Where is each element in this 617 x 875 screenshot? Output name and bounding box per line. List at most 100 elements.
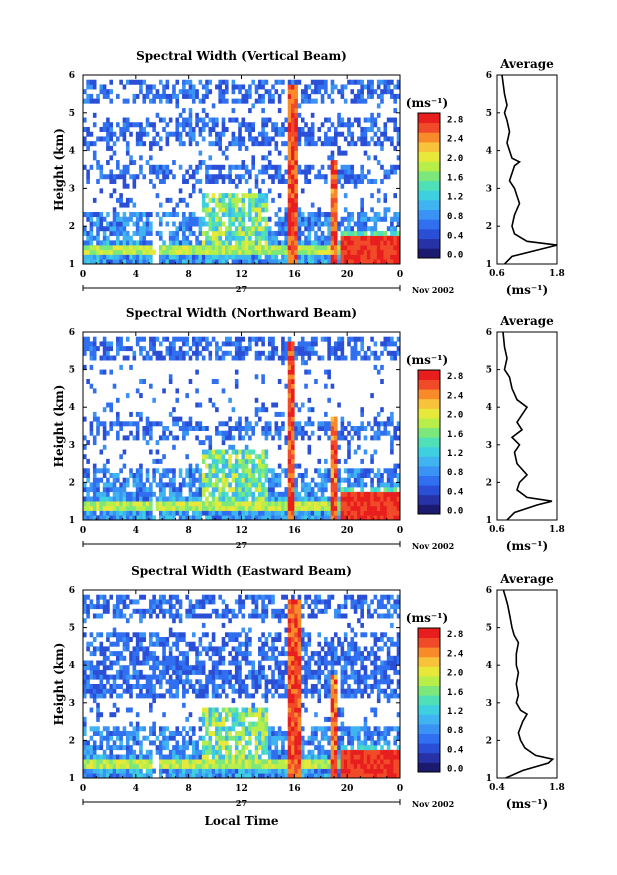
heatmap-cell (327, 336, 331, 342)
heatmap-cell (291, 108, 295, 114)
heatmap-cell (172, 496, 176, 502)
heatmap-cell (327, 230, 331, 236)
heatmap-cell (370, 207, 374, 213)
heatmap-cell (109, 515, 114, 521)
heatmap-cell (324, 482, 328, 488)
heatmap-cell (343, 84, 348, 90)
heatmap-cell (294, 430, 298, 436)
heatmap-cell (218, 721, 222, 727)
heatmap-cell (241, 164, 246, 170)
heatmap-cell (366, 117, 371, 123)
heatmap-cell (182, 651, 186, 657)
heatmap-cell (201, 505, 206, 511)
heatmap-cell (393, 122, 397, 128)
heatmap-cell (145, 773, 150, 779)
heatmap-cell (347, 421, 351, 427)
heatmap-cell (218, 254, 222, 260)
heatmap-cell (224, 230, 229, 236)
heatmap-cell (248, 435, 252, 441)
heatmap-cell (300, 496, 305, 502)
heatmap-cell (92, 463, 97, 469)
heatmap-cell (198, 749, 203, 755)
heatmap-cell (86, 510, 90, 516)
heatmap-cell (297, 249, 302, 255)
heatmap-cell (89, 487, 94, 493)
heatmap-cell (178, 346, 183, 352)
heatmap-cell (208, 712, 213, 718)
heatmap-cell (83, 126, 87, 132)
heatmap-cell (287, 84, 292, 90)
heatmap-cell (208, 505, 213, 511)
heatmap-cell (96, 496, 100, 502)
heatmap-cell (162, 693, 166, 699)
heatmap-cell (218, 141, 222, 147)
heatmap-cell (324, 117, 328, 123)
heatmap-cell (251, 426, 256, 431)
heatmap-cell (125, 735, 130, 741)
heatmap-cell (139, 477, 143, 483)
heatmap-cell (89, 341, 94, 347)
heatmap-cell (96, 426, 100, 431)
heatmap-cell (383, 482, 388, 488)
heatmap-cell (357, 477, 361, 483)
heatmap-cell (185, 259, 189, 265)
heatmap-cell (310, 505, 315, 511)
heatmap-cell (102, 496, 107, 502)
heatmap-cell (238, 768, 242, 774)
heatmap-cell (291, 112, 295, 118)
heatmap-cell (350, 226, 355, 232)
heatmap-cell (304, 369, 308, 375)
heatmap-cell (294, 230, 298, 236)
heatmap-cell (218, 487, 222, 493)
heatmap-cell (231, 435, 236, 441)
heatmap-cell (238, 712, 242, 718)
heatmap-cell (201, 98, 206, 104)
heatmap-cell (277, 193, 282, 199)
heatmap-cell (165, 660, 170, 666)
heatmap-cell (310, 249, 315, 255)
heatmap-cell (228, 207, 232, 213)
heatmap-cell (254, 463, 259, 469)
heatmap-cell (224, 712, 229, 718)
heatmap-cell (297, 126, 302, 132)
heatmap-cell (178, 768, 183, 774)
heatmap-cell (158, 745, 163, 751)
heatmap-cell (122, 669, 127, 675)
heatmap-cell (129, 259, 133, 265)
heatmap-cell (215, 346, 219, 352)
heatmap-cell (211, 763, 216, 769)
heatmap-cell (228, 463, 232, 469)
heatmap-cell (224, 84, 229, 90)
heatmap-cell (142, 515, 147, 521)
heatmap-cell (324, 505, 328, 511)
heatmap-cell (320, 230, 325, 236)
heatmap-cell (96, 249, 100, 255)
heatmap-cell (304, 510, 308, 516)
heatmap-cell (116, 216, 120, 222)
heatmap-cell (201, 207, 206, 213)
heatmap-cell (116, 164, 120, 170)
heatmap-cell (294, 477, 298, 483)
heatmap-cell (350, 350, 355, 356)
heatmap-cell (231, 193, 236, 199)
heatmap-cell (112, 131, 117, 137)
heatmap-cell (248, 458, 252, 464)
heatmap-cell (142, 754, 147, 760)
heatmap-cell (116, 240, 120, 246)
heatmap-cell (238, 594, 242, 600)
heatmap-cell (96, 346, 100, 352)
heatmap-cell (396, 482, 401, 488)
heatmap-cell (337, 336, 341, 342)
heatmap-cell (188, 763, 193, 769)
heatmap-cell (221, 599, 226, 605)
heatmap-cell (300, 501, 305, 507)
heatmap-cell (238, 207, 242, 213)
heatmap-cell (142, 637, 147, 642)
avg-y-tick-label: 4 (486, 147, 492, 157)
heatmap-cell (231, 89, 236, 95)
heatmap-cell (195, 221, 199, 227)
heatmap-cell (83, 164, 87, 170)
heatmap-cell (195, 178, 199, 184)
heatmap-cell (149, 688, 153, 694)
heatmap-cell (353, 355, 358, 361)
